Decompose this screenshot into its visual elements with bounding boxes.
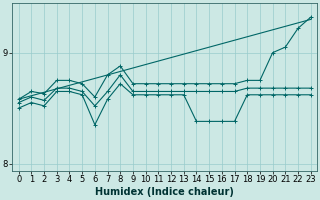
X-axis label: Humidex (Indice chaleur): Humidex (Indice chaleur)	[95, 187, 234, 197]
